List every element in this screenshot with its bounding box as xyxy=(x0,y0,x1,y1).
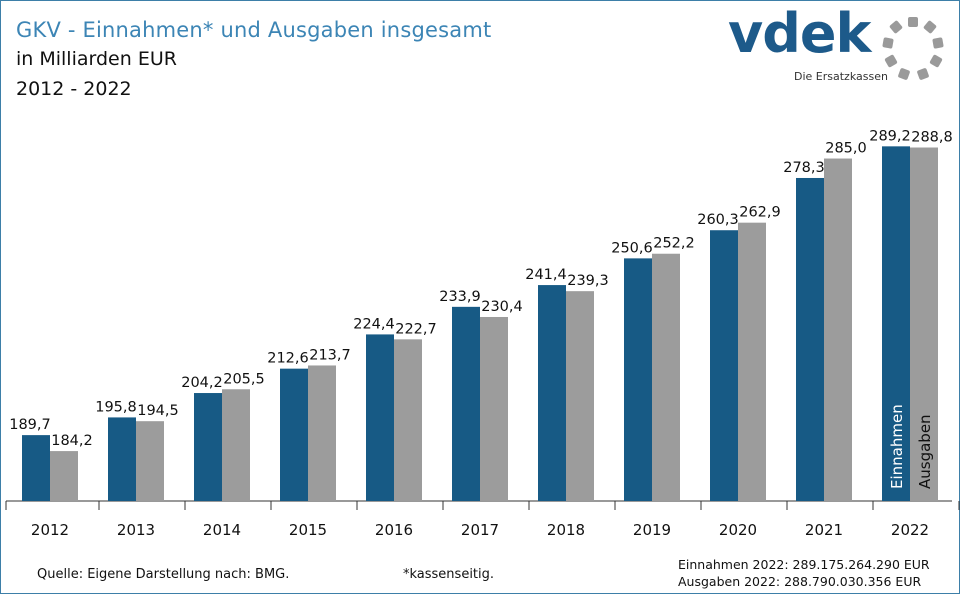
logo-ring-icon xyxy=(882,17,944,80)
bar-ausgaben-2013 xyxy=(136,421,164,501)
legend-einnahmen: Einnahmen xyxy=(888,404,906,489)
chart-subtitle: in Milliarden EUR xyxy=(16,48,177,70)
footnote: *kassenseitig. xyxy=(403,567,495,582)
totals-expense: Ausgaben 2022: 288.790.030.356 EUR xyxy=(678,574,922,589)
bar-ausgaben-2014 xyxy=(222,389,250,501)
bar-ausgaben-2021 xyxy=(824,158,852,502)
data-label-ausgaben-2021: 285,0 xyxy=(825,141,867,157)
bar-einnahmen-2015 xyxy=(280,368,308,501)
logo-wordmark: vdek xyxy=(728,2,871,65)
x-tick-label-2015: 2015 xyxy=(289,521,327,539)
data-label-ausgaben-2013: 194,5 xyxy=(137,403,179,419)
data-label-ausgaben-2017: 230,4 xyxy=(481,299,523,315)
x-tick-label-2017: 2017 xyxy=(461,521,499,539)
data-label-einnahmen-2019: 250,6 xyxy=(611,240,653,256)
bar-ausgaben-2017 xyxy=(480,316,508,501)
bar-ausgaben-2015 xyxy=(308,365,336,501)
bar-ausgaben-2018 xyxy=(566,291,594,501)
x-tick-label-2020: 2020 xyxy=(719,521,757,539)
data-label-ausgaben-2016: 222,7 xyxy=(395,321,437,337)
bar-ausgaben-2022 xyxy=(910,147,938,502)
data-label-ausgaben-2015: 213,7 xyxy=(309,347,351,363)
bar-einnahmen-2016 xyxy=(366,334,394,501)
data-label-einnahmen-2022: 289,2 xyxy=(869,128,911,144)
chart-title: GKV - Einnahmen* und Ausgaben insgesamt xyxy=(16,18,492,42)
x-tick-label-2012: 2012 xyxy=(31,521,69,539)
chart-period: 2012 - 2022 xyxy=(16,78,132,100)
data-label-ausgaben-2022: 288,8 xyxy=(911,130,953,146)
bar-einnahmen-2020 xyxy=(710,230,738,501)
totals-2022: Einnahmen 2022: 289.175.264.290 EUR Ausg… xyxy=(678,556,930,590)
x-tick-label-2013: 2013 xyxy=(117,521,155,539)
bar-einnahmen-2017 xyxy=(452,306,480,501)
data-label-ausgaben-2014: 205,5 xyxy=(223,371,265,387)
vdek-logo: vdek Die Ersatzkassen xyxy=(728,2,953,90)
x-tick-label-2018: 2018 xyxy=(547,521,585,539)
x-tick-label-2021: 2021 xyxy=(805,521,843,539)
bar-einnahmen-2021 xyxy=(796,177,824,501)
x-tick-label-2016: 2016 xyxy=(375,521,413,539)
source-note: Quelle: Eigene Darstellung nach: BMG. xyxy=(37,567,290,582)
bar-einnahmen-2012 xyxy=(22,435,50,501)
data-label-ausgaben-2012: 184,2 xyxy=(51,433,93,449)
legend-ausgaben: Ausgaben xyxy=(916,414,934,489)
x-tick-label-2019: 2019 xyxy=(633,521,671,539)
data-label-ausgaben-2020: 262,9 xyxy=(739,205,781,221)
bar-ausgaben-2016 xyxy=(394,339,422,501)
data-label-ausgaben-2018: 239,3 xyxy=(567,273,609,289)
data-label-einnahmen-2012: 189,7 xyxy=(9,417,51,433)
data-label-ausgaben-2019: 252,2 xyxy=(653,236,695,252)
bar-ausgaben-2020 xyxy=(738,222,766,501)
data-label-einnahmen-2021: 278,3 xyxy=(783,160,825,176)
x-tick-label-2022: 2022 xyxy=(891,521,929,539)
bar-einnahmen-2014 xyxy=(194,393,222,501)
totals-income: Einnahmen 2022: 289.175.264.290 EUR xyxy=(678,557,930,572)
bar-ausgaben-2019 xyxy=(652,253,680,501)
bar-einnahmen-2019 xyxy=(624,258,652,501)
bar-ausgaben-2012 xyxy=(50,451,78,501)
data-label-einnahmen-2016: 224,4 xyxy=(353,316,395,332)
bar-einnahmen-2018 xyxy=(538,285,566,501)
data-label-einnahmen-2018: 241,4 xyxy=(525,267,567,283)
data-label-einnahmen-2017: 233,9 xyxy=(439,289,481,305)
data-label-einnahmen-2013: 195,8 xyxy=(95,399,137,415)
data-label-einnahmen-2015: 212,6 xyxy=(267,351,309,367)
data-label-einnahmen-2020: 260,3 xyxy=(697,212,739,228)
bar-einnahmen-2013 xyxy=(108,417,136,501)
logo-tagline: Die Ersatzkassen xyxy=(794,70,888,83)
x-tick-label-2014: 2014 xyxy=(203,521,241,539)
bar-einnahmen-2022 xyxy=(882,146,910,501)
data-label-einnahmen-2014: 204,2 xyxy=(181,375,223,391)
